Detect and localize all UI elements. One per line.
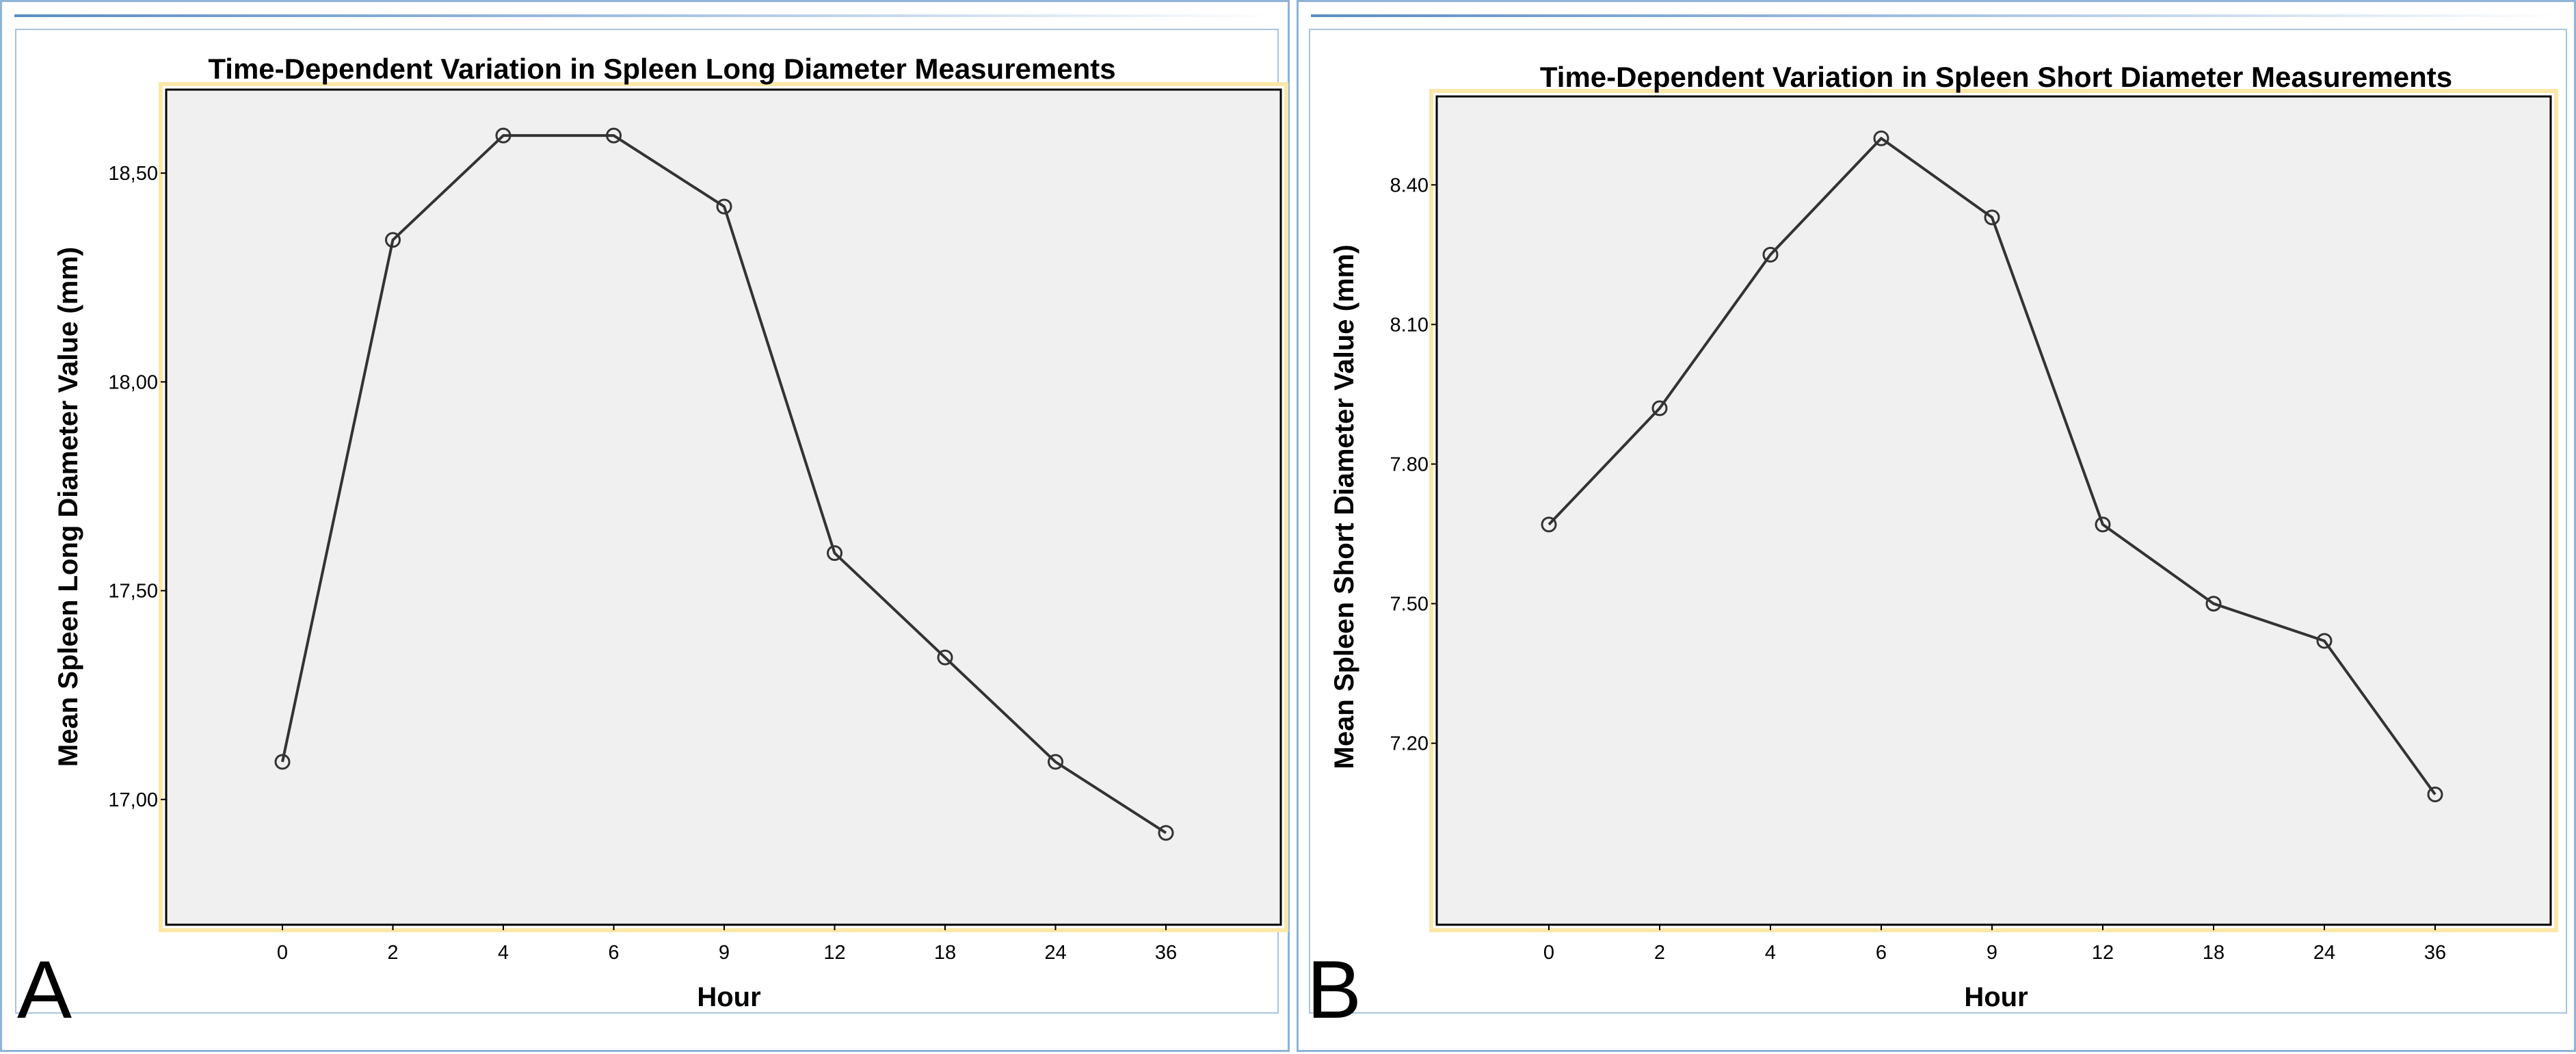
x-tick-label: 6 bbox=[1876, 942, 1887, 964]
data-point-marker bbox=[1762, 246, 1779, 263]
panel-letter-a: A bbox=[17, 944, 72, 1036]
y-tick-label: 17,50 bbox=[108, 581, 158, 603]
chart-a-title: Time-Dependent Variation in Spleen Long … bbox=[208, 53, 1115, 85]
data-point-marker bbox=[2205, 596, 2222, 612]
chart-b-marks: 7.207.507.808.108.400 2 4 6 9 12 18 24 36 bbox=[1390, 130, 2446, 964]
chart-b-svg: Time-Dependent Variation in Spleen Short… bbox=[1307, 29, 2567, 1036]
data-point-marker bbox=[606, 127, 622, 144]
chart-b-title: Time-Dependent Variation in Spleen Short… bbox=[1540, 61, 2452, 93]
y-tick-label: 18,50 bbox=[108, 163, 158, 185]
y-tick-label: 8.40 bbox=[1390, 174, 1429, 196]
data-point-marker bbox=[2427, 787, 2443, 803]
data-point-marker bbox=[274, 754, 291, 770]
data-point-marker bbox=[2316, 633, 2333, 649]
chart-b-plot-area bbox=[1435, 95, 2552, 926]
data-point-marker bbox=[1541, 516, 1557, 533]
y-tick-label: 7.50 bbox=[1390, 594, 1429, 616]
data-point-marker bbox=[716, 198, 732, 215]
panel-top-bar bbox=[1311, 14, 2562, 17]
x-tick-label: 24 bbox=[1044, 942, 1066, 964]
x-tick-label: 2 bbox=[387, 942, 398, 964]
data-point-marker bbox=[1651, 400, 1668, 417]
chart-panel-a: Time-Dependent Variation in Spleen Long … bbox=[0, 0, 1290, 1052]
series-line bbox=[1548, 137, 2436, 795]
x-tick-label: 12 bbox=[823, 942, 845, 964]
panel-letter-b: B bbox=[1307, 944, 1362, 1036]
data-point-marker bbox=[2095, 516, 2111, 533]
x-tick-label: 0 bbox=[277, 942, 288, 964]
series-line bbox=[281, 134, 1167, 834]
data-point-marker bbox=[1873, 130, 1889, 146]
panel-top-bar bbox=[14, 14, 1275, 17]
y-tick-label: 8.10 bbox=[1390, 314, 1429, 336]
data-point-marker bbox=[827, 545, 842, 562]
y-tick-label: 18,00 bbox=[108, 371, 158, 393]
x-tick-label: 4 bbox=[498, 942, 509, 964]
data-point-marker bbox=[1984, 209, 2000, 226]
x-tick-label: 2 bbox=[1654, 942, 1665, 964]
chart-a-svg: Time-Dependent Variation in Spleen Long … bbox=[15, 29, 1288, 1036]
y-tick-label: 7.20 bbox=[1390, 733, 1429, 755]
chart-b-y-axis-label: Mean Spleen Short Diameter Value (mm) bbox=[1329, 245, 1359, 769]
data-point-marker bbox=[385, 232, 401, 248]
chart-a-plot-area bbox=[165, 88, 1282, 926]
x-tick-label: 9 bbox=[1987, 942, 1997, 964]
y-tick-label: 7.80 bbox=[1390, 453, 1429, 475]
data-point-marker bbox=[495, 127, 512, 144]
x-tick-label: 36 bbox=[2424, 942, 2446, 964]
x-tick-label: 0 bbox=[1543, 942, 1554, 964]
data-point-marker bbox=[1158, 825, 1174, 841]
x-tick-label: 6 bbox=[608, 942, 619, 964]
x-tick-label: 4 bbox=[1765, 942, 1776, 964]
y-tick-label: 17,00 bbox=[108, 789, 158, 811]
chart-a-y-axis-label: Mean Spleen Long Diameter Value (mm) bbox=[53, 247, 83, 767]
x-tick-label: 9 bbox=[719, 942, 730, 964]
chart-panel-b: Time-Dependent Variation in Spleen Short… bbox=[1297, 0, 2576, 1052]
x-tick-label: 36 bbox=[1155, 942, 1177, 964]
chart-b-outer-border bbox=[1309, 29, 2567, 1014]
data-point-marker bbox=[937, 649, 953, 666]
x-tick-label: 18 bbox=[934, 942, 956, 964]
chart-a-x-axis-label: Hour bbox=[697, 982, 760, 1012]
data-point-marker bbox=[1048, 754, 1063, 770]
x-tick-label: 18 bbox=[2203, 942, 2225, 964]
x-tick-label: 12 bbox=[2092, 942, 2114, 964]
chart-b-x-axis-label: Hour bbox=[1964, 982, 2028, 1012]
x-tick-label: 24 bbox=[2313, 942, 2335, 964]
